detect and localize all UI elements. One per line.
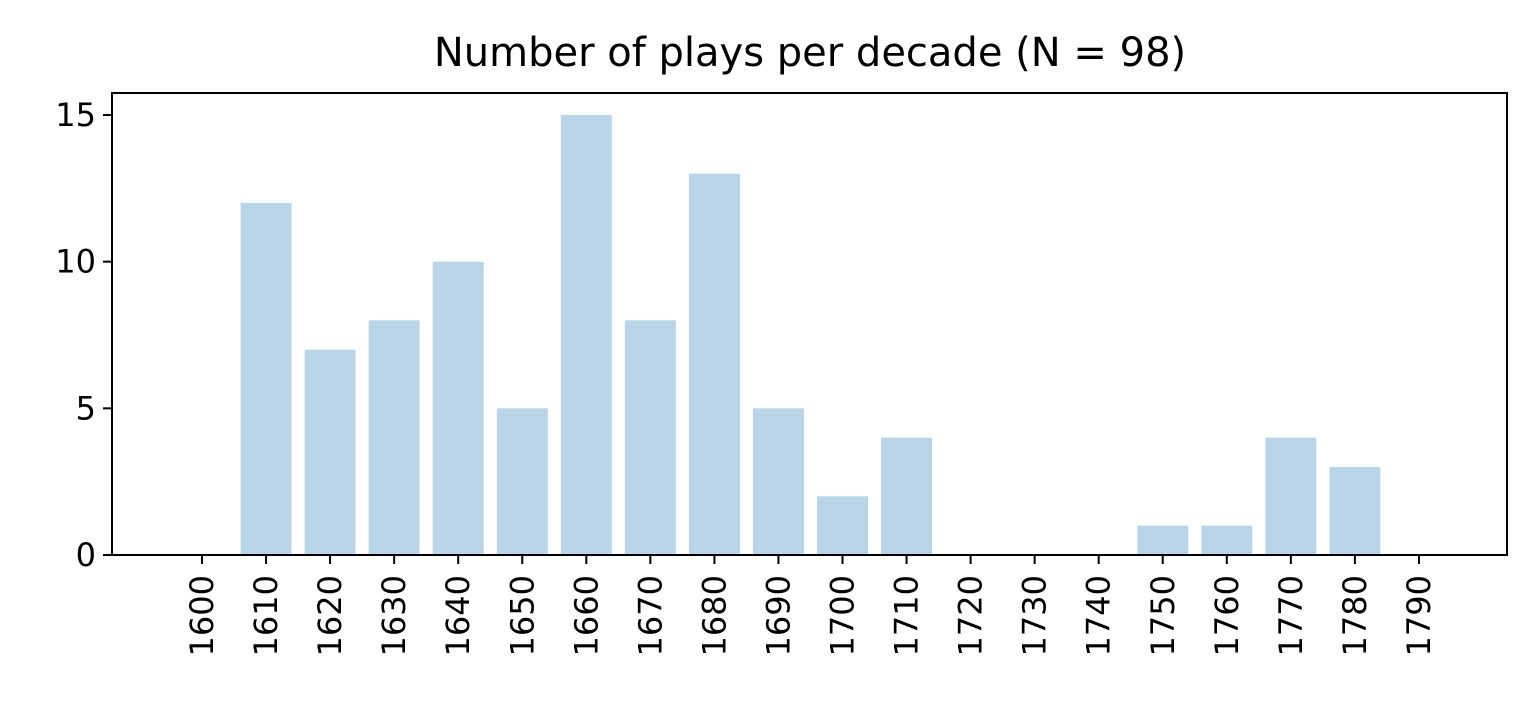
x-tick-label-1630: 1630 — [375, 575, 413, 656]
chart-title: Number of plays per decade (N = 98) — [434, 30, 1186, 76]
x-tick-label-1780: 1780 — [1336, 575, 1374, 656]
bar-1610 — [240, 203, 292, 555]
x-axis: 1600 1610 1620 1630 1640 1650 1660 1670 1680 1690… — [183, 555, 1438, 656]
bar-1770 — [1265, 437, 1317, 555]
y-axis: 0 5 10 15 — [55, 96, 112, 574]
x-tick-label-1790: 1790 — [1400, 575, 1438, 656]
x-tick-label-1670: 1670 — [631, 575, 669, 656]
y-tick-label-5: 5 — [76, 389, 96, 427]
bar-1620 — [304, 349, 356, 555]
bar-1650 — [496, 408, 548, 555]
x-tick-label-1610: 1610 — [247, 575, 285, 656]
bar-1700 — [817, 496, 868, 555]
x-tick-label-1770: 1770 — [1272, 575, 1310, 656]
bar-1640 — [432, 261, 484, 555]
x-tick-label-1760: 1760 — [1208, 575, 1246, 656]
bar-1630 — [368, 320, 420, 555]
x-tick-label-1640: 1640 — [439, 575, 477, 656]
x-tick-label-1720: 1720 — [952, 575, 990, 656]
x-tick-label-1690: 1690 — [759, 575, 797, 656]
y-tick-label-0: 0 — [76, 536, 96, 574]
bar-1780 — [1329, 467, 1381, 555]
bars-group — [240, 115, 1381, 555]
x-tick-label-1740: 1740 — [1080, 575, 1118, 656]
bar-1690 — [752, 408, 804, 555]
x-tick-label-1620: 1620 — [311, 575, 349, 656]
bar-1710 — [881, 437, 932, 555]
bar-1750 — [1137, 525, 1189, 555]
plot-frame — [111, 92, 1508, 556]
bar-1680 — [688, 173, 740, 555]
bar-1660 — [560, 115, 612, 555]
x-tick-label-1660: 1660 — [567, 575, 605, 656]
bar-1670 — [624, 320, 676, 555]
x-tick-label-1730: 1730 — [1016, 575, 1054, 656]
x-tick-label-1700: 1700 — [824, 575, 862, 656]
x-tick-label-1600: 1600 — [183, 575, 221, 656]
x-tick-label-1650: 1650 — [503, 575, 541, 656]
y-tick-label-15: 15 — [55, 96, 96, 134]
x-tick-label-1710: 1710 — [888, 575, 926, 656]
x-tick-label-1750: 1750 — [1144, 575, 1182, 656]
y-tick-label-10: 10 — [55, 243, 96, 281]
x-tick-label-1680: 1680 — [695, 575, 733, 656]
bar-1760 — [1201, 525, 1253, 555]
